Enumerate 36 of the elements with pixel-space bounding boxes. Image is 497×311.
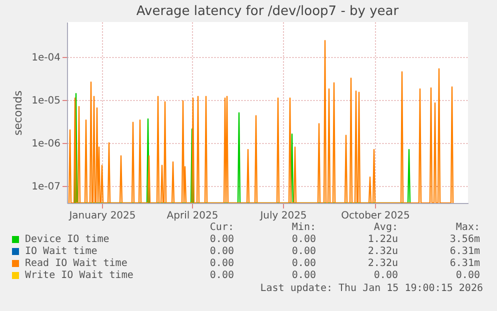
x-tick-label: July 2025 xyxy=(259,210,307,222)
text: 0.00 xyxy=(290,246,316,258)
text: 0.00 xyxy=(290,258,316,270)
text: Min: xyxy=(290,222,316,234)
legend-label: IO Wait time xyxy=(24,246,98,258)
text: 0.00 xyxy=(290,234,316,246)
text: 2.32u xyxy=(366,258,398,270)
text: 0.00 xyxy=(290,270,316,282)
x-tick-label: October 2025 xyxy=(341,210,410,222)
chart-title: Average latency for /dev/loop7 - by year xyxy=(136,4,400,19)
y-tick-label: 1e-04 xyxy=(32,52,60,64)
text: 0.00 xyxy=(208,246,234,258)
y-axis-title: seconds xyxy=(12,90,25,136)
text: 3.56m xyxy=(448,234,480,246)
text: Last update: Thu Jan 15 19:00:15 2026 xyxy=(260,283,483,294)
text: Cur: xyxy=(208,222,234,234)
text: 2.32u xyxy=(366,246,398,258)
legend-label: Device IO time xyxy=(24,234,110,246)
text: 6.31m xyxy=(448,258,480,270)
x-tick-label: April 2025 xyxy=(166,210,218,222)
text: 0.00 xyxy=(454,270,480,282)
line-series xyxy=(68,40,454,203)
y-tick-label: 1e-06 xyxy=(32,138,60,150)
text: 1.22u xyxy=(366,234,398,246)
y-tick-label: 1e-07 xyxy=(32,181,60,192)
legend-label: Read IO Wait time xyxy=(24,258,128,270)
text: Max: xyxy=(454,222,480,234)
text: 0.00 xyxy=(208,234,234,246)
text: 0.00 xyxy=(208,270,234,282)
x-tick-label: January 2025 xyxy=(68,210,136,222)
text: Avg: xyxy=(372,222,398,234)
text: 0.00 xyxy=(372,270,398,282)
legend-label: Write IO Wait time xyxy=(24,270,134,282)
text: 6.31m xyxy=(448,246,480,258)
text: 0.00 xyxy=(208,258,234,270)
y-tick-label: 1e-05 xyxy=(32,95,60,106)
